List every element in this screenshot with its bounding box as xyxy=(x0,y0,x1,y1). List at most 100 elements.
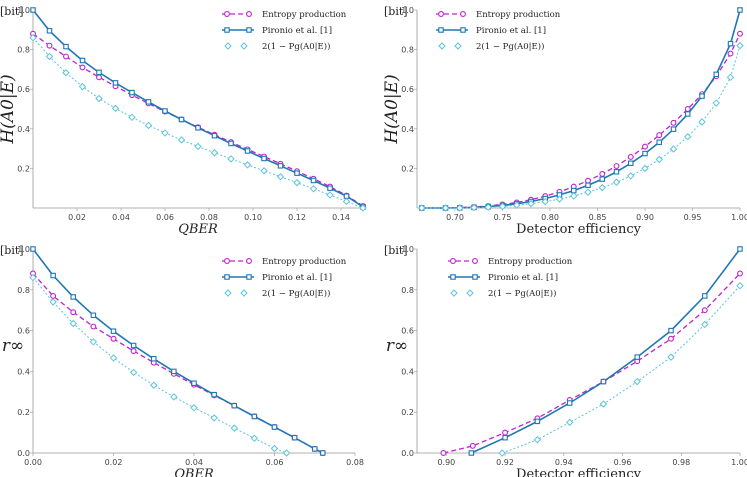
y-tick-label: 0.6 xyxy=(17,327,30,336)
data-point-guess xyxy=(230,424,238,432)
data-point-pironio xyxy=(566,400,573,406)
y-tick-label: 0.4 xyxy=(17,125,30,134)
data-point-guess xyxy=(144,121,153,130)
panel-top-left: 0.02 0.04 0.06 0.08 0.10 0.12 0.14 0.2 0.4 0.6 0.8… xyxy=(0,5,367,237)
data-point-guess xyxy=(701,320,709,329)
data-point-entropy xyxy=(727,50,734,57)
data-point-pironio xyxy=(534,418,541,425)
data-point-guess xyxy=(282,449,291,457)
data-point-pironio xyxy=(570,187,577,194)
data-point-pironio xyxy=(211,391,217,398)
data-point-guess xyxy=(243,161,252,169)
data-point-guess xyxy=(29,273,37,282)
series-line-guess xyxy=(32,277,287,454)
x-tick-label: 0.98 xyxy=(672,458,690,467)
data-point-guess xyxy=(29,34,37,42)
x-tick-label: 0.08 xyxy=(200,213,218,222)
legend-label-pironio: Pironio et al. [1] xyxy=(488,273,558,283)
y-axis-label: H(A0|E) xyxy=(0,74,18,144)
x-axis-label: QBER xyxy=(178,222,218,237)
x-tick-label: 0.92 xyxy=(496,458,514,467)
data-point-entropy xyxy=(656,132,663,139)
data-point-guess xyxy=(49,298,57,306)
y-tick-label: 0.2 xyxy=(17,164,30,173)
legend-marker-entropy xyxy=(224,258,230,264)
unit-label: [bit] xyxy=(384,244,408,257)
legend-label-guess: 2(1 − Pg(A0|E)) xyxy=(488,288,556,299)
data-point-entropy xyxy=(642,143,648,150)
data-point-pironio xyxy=(627,160,634,167)
data-point-entropy xyxy=(440,450,447,456)
data-point-guess xyxy=(736,282,744,290)
x-tick-label: 0.06 xyxy=(156,213,174,222)
data-point-pironio xyxy=(70,294,77,300)
data-point-pironio xyxy=(145,99,152,105)
data-point-pironio xyxy=(343,193,350,199)
data-point-guess xyxy=(342,197,351,206)
data-point-entropy xyxy=(701,307,708,314)
data-point-pironio xyxy=(699,93,705,99)
data-point-guess xyxy=(89,338,98,346)
x-axis-label: Detector efficiency xyxy=(516,222,642,237)
data-point-pironio xyxy=(600,378,607,385)
legend-marker-guess xyxy=(450,289,458,297)
x-tick-label: 1.00 xyxy=(731,458,747,467)
data-point-guess xyxy=(570,192,578,200)
y-tick-label: 0.6 xyxy=(17,85,30,94)
data-point-pironio xyxy=(613,169,620,175)
data-point-pironio xyxy=(670,126,677,132)
data-point-pironio xyxy=(737,246,743,252)
data-point-entropy xyxy=(627,153,634,160)
data-point-pironio xyxy=(261,155,267,162)
data-point-guess xyxy=(309,185,318,193)
data-point-guess xyxy=(513,201,521,209)
x-tick-label: 0.06 xyxy=(266,458,284,467)
data-point-pironio xyxy=(79,57,86,64)
data-point-guess xyxy=(598,183,606,192)
series-line-entropy xyxy=(443,273,741,454)
data-point-pironio xyxy=(211,132,218,139)
data-point-pironio xyxy=(50,272,56,279)
data-point-guess xyxy=(684,133,692,141)
legend-label-entropy: Entropy production xyxy=(488,257,573,267)
legend-marker-entropy xyxy=(450,258,456,264)
data-point-guess xyxy=(627,172,635,180)
y-tick-label: 0.0 xyxy=(17,449,30,458)
data-point-entropy xyxy=(585,177,591,184)
y-tick-label: 0.2 xyxy=(401,408,414,417)
series-line-pironio xyxy=(32,248,324,454)
y-tick-label: 0.2 xyxy=(17,408,30,417)
legend-marker-pironio xyxy=(450,274,456,280)
legend-marker-guess xyxy=(466,289,474,297)
legend-marker-pironio xyxy=(224,27,230,33)
data-point-pironio xyxy=(311,446,318,452)
x-tick-label: 0.80 xyxy=(541,213,559,222)
legend-marker-entropy xyxy=(224,11,230,17)
data-point-guess xyxy=(293,178,301,187)
x-tick-label: 0.04 xyxy=(112,213,130,222)
series-entropy xyxy=(440,270,743,456)
data-point-pironio xyxy=(112,80,119,86)
data-point-guess xyxy=(359,204,367,212)
y-axis-label: H(A0|E) xyxy=(382,74,402,144)
legend-marker-pironio xyxy=(438,27,444,33)
data-point-pironio xyxy=(642,150,648,157)
legend-label-guess: 2(1 − Pg(A0|E)) xyxy=(262,288,330,299)
y-axis-label: r∞ xyxy=(386,336,408,356)
series-line-pironio xyxy=(421,9,741,209)
data-point-pironio xyxy=(727,40,734,47)
legend-label-pironio: Pironio et al. [1] xyxy=(476,26,546,36)
data-point-guess xyxy=(441,204,450,212)
y-tick-label: 0.4 xyxy=(401,125,414,134)
data-point-pironio xyxy=(90,312,97,319)
y-tick-label: 0.8 xyxy=(401,286,414,295)
legend: Entropy production Pironio et al. [1] 2(1 … xyxy=(222,257,347,299)
data-point-entropy xyxy=(130,348,137,354)
data-point-guess xyxy=(498,202,507,211)
legend-marker-pironio xyxy=(472,274,478,280)
data-point-guess xyxy=(726,73,735,82)
data-point-pironio xyxy=(46,28,53,34)
legend-label-pironio: Pironio et al. [1] xyxy=(262,26,332,36)
data-point-guess xyxy=(470,203,478,212)
data-point-pironio xyxy=(713,71,719,78)
